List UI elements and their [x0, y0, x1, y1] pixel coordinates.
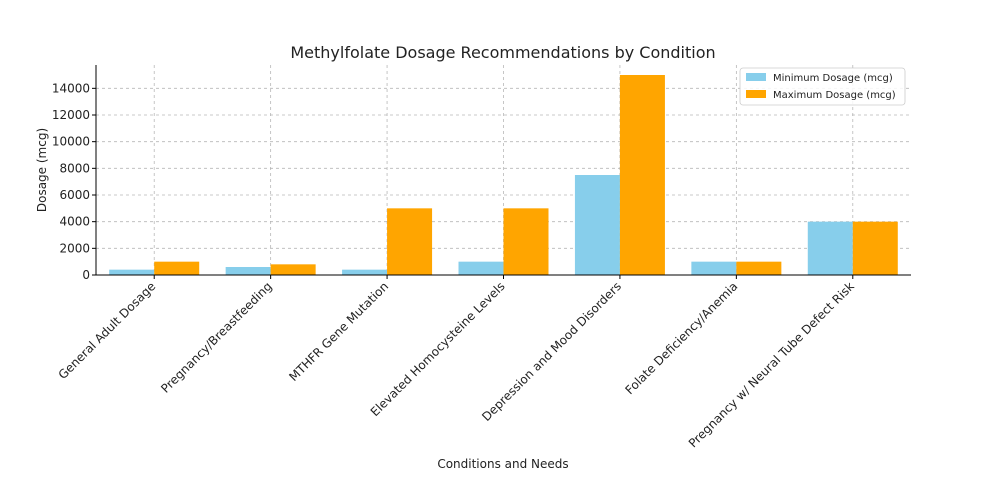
y-tick-label: 14000 — [52, 81, 90, 95]
bar-max — [852, 221, 898, 275]
chart-title: Methylfolate Dosage Recommendations by C… — [290, 43, 715, 62]
legend-frame — [739, 67, 906, 106]
y-tick-label: 6000 — [59, 188, 90, 202]
y-tick-label: 12000 — [52, 108, 90, 122]
bar-max — [387, 208, 433, 275]
legend-swatch — [746, 90, 766, 98]
bar-min — [225, 267, 271, 275]
y-ticks: 0 2000 4000 6000 8000 10000 12000 14000 — [52, 81, 96, 282]
bar-max — [736, 261, 782, 275]
bar-min — [109, 269, 155, 275]
bar-max — [270, 264, 316, 275]
y-axis-label: Dosage (mcg) — [35, 128, 49, 212]
bar-min — [342, 269, 388, 275]
y-tick-label: 4000 — [59, 215, 90, 229]
x-tick-label: Depression and Mood Disorders — [479, 279, 624, 424]
legend-entry: Minimum Dosage (mcg) — [773, 73, 893, 84]
legend-entry: Maximum Dosage (mcg) — [773, 90, 896, 101]
x-axis-label: Conditions and Needs — [437, 457, 568, 471]
x-ticks: General Adult Dosage Pregnancy/Breastfeed… — [56, 275, 857, 450]
bar-min — [807, 221, 853, 275]
y-tick-label: 10000 — [52, 135, 90, 149]
legend-swatch — [746, 73, 766, 81]
bar-min — [691, 261, 737, 275]
bar-max — [154, 261, 200, 275]
x-tick-label: General Adult Dosage — [56, 279, 159, 382]
x-tick-label: Elevated Homocysteine Levels — [368, 279, 508, 419]
bar-max — [503, 208, 549, 275]
y-tick-label: 8000 — [59, 161, 90, 175]
y-tick-label: 0 — [82, 268, 90, 282]
bars — [109, 75, 898, 275]
x-tick-label: Folate Deficiency/Anemia — [623, 279, 741, 397]
y-tick-label: 2000 — [59, 241, 90, 255]
legend: Minimum Dosage (mcg) Maximum Dosage (mcg) — [739, 67, 906, 106]
bar-min — [458, 261, 504, 275]
x-tick-label: MTHFR Gene Mutation — [286, 279, 391, 384]
bar-min — [574, 175, 620, 275]
bar-max — [619, 75, 665, 275]
x-tick-label: Pregnancy/Breastfeeding — [158, 279, 275, 396]
